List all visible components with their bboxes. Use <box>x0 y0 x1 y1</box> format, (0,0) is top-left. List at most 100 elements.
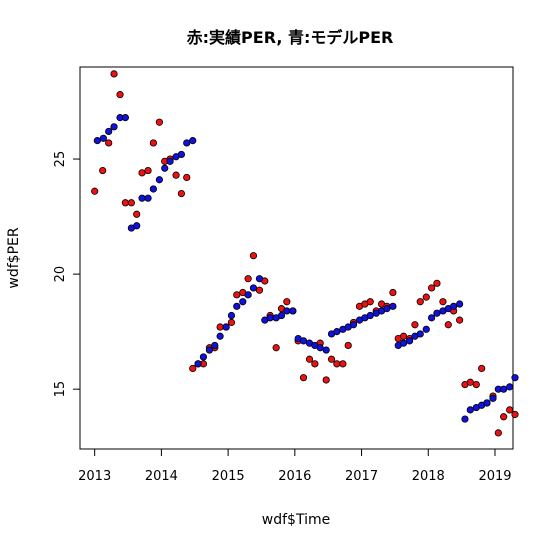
data-point-model <box>155 176 163 184</box>
data-point-model <box>500 385 508 393</box>
data-point-actual <box>389 288 397 297</box>
data-point-model <box>161 164 169 172</box>
x-tick-label: 2013 <box>78 469 111 484</box>
y-tick-label: 25 <box>53 151 68 168</box>
x-tick-label: 2019 <box>478 469 511 484</box>
x-tick-label: 2014 <box>145 469 178 484</box>
y-axis: 15 20 25 <box>53 151 80 398</box>
data-point-model <box>227 311 236 320</box>
data-point-actual <box>511 410 519 419</box>
data-point-actual <box>149 139 157 147</box>
data-point-model <box>166 157 174 165</box>
data-point-actual <box>283 298 291 306</box>
chart-title: 赤:実績PER, 青:モデルPER <box>187 28 394 47</box>
data-point-actual <box>233 291 241 299</box>
data-point-model <box>144 194 152 202</box>
data-point-actual <box>99 166 107 175</box>
data-point-actual <box>216 323 224 331</box>
data-point-model <box>177 150 186 159</box>
data-point-actual <box>272 344 280 352</box>
data-point-actual <box>366 298 374 306</box>
data-point-model <box>138 194 146 202</box>
data-point-model <box>183 139 191 147</box>
data-point-model <box>133 222 141 230</box>
data-point-model <box>105 127 113 136</box>
data-point-actual <box>327 355 336 363</box>
data-point-actual <box>183 173 191 182</box>
data-point-model <box>299 337 308 345</box>
data-point-actual <box>249 252 258 260</box>
data-point-actual <box>416 298 424 306</box>
data-point-model <box>483 399 491 407</box>
data-point-actual <box>422 293 430 301</box>
data-point-model <box>289 307 297 315</box>
y-axis-label: wdf$PER <box>6 227 22 288</box>
data-point-actual <box>433 279 441 287</box>
data-point-actual <box>244 275 252 283</box>
data-point-actual <box>411 321 419 329</box>
data-point-model <box>416 330 424 338</box>
data-point-model <box>222 323 230 331</box>
data-point-actual <box>177 189 186 198</box>
data-point-model <box>93 137 101 145</box>
data-point-actual <box>333 360 341 368</box>
data-point-actual <box>506 406 514 414</box>
data-point-actual <box>444 321 452 329</box>
data-point-model <box>266 314 274 322</box>
data-point-actual <box>472 380 480 389</box>
x-axis-label: wdf$Time <box>262 512 330 528</box>
data-point-model <box>211 341 219 350</box>
data-point-model <box>216 332 224 340</box>
data-point-actual <box>500 413 508 421</box>
data-point-model <box>349 321 358 329</box>
data-point-actual <box>339 360 347 368</box>
data-point-model <box>461 415 469 423</box>
data-point-actual <box>144 166 152 175</box>
data-point-model <box>149 185 157 193</box>
series-model <box>93 114 519 423</box>
data-point-model <box>399 339 408 347</box>
data-point-actual <box>255 286 264 294</box>
data-point-actual <box>322 376 330 384</box>
y-tick-label: 15 <box>53 381 68 398</box>
data-point-model <box>333 328 341 336</box>
data-point-actual <box>478 364 486 373</box>
data-point-actual <box>456 316 464 324</box>
data-point-actual <box>428 284 436 292</box>
data-point-model <box>277 311 286 320</box>
data-point-model <box>189 137 197 145</box>
data-point-model <box>456 300 464 308</box>
x-tick-label: 2015 <box>212 469 245 484</box>
plot-frame <box>79 66 514 450</box>
x-tick-label: 2018 <box>412 469 445 484</box>
data-point-model <box>366 311 374 320</box>
data-point-actual <box>311 360 319 368</box>
data-point-actual <box>399 332 408 340</box>
data-point-actual <box>299 374 308 382</box>
data-point-model <box>322 346 330 354</box>
data-point-model <box>255 275 264 283</box>
data-point-model <box>110 123 118 131</box>
data-point-model <box>316 344 324 352</box>
data-point-model <box>233 302 241 310</box>
series-layer <box>91 70 519 437</box>
data-point-actual <box>344 341 352 350</box>
x-axis: 2013 2014 2015 2016 2017 2018 2019 <box>78 449 512 484</box>
data-point-actual <box>155 118 163 126</box>
data-point-model <box>383 305 391 313</box>
data-point-actual <box>121 199 129 207</box>
data-point-model <box>433 309 441 317</box>
data-point-model <box>283 307 291 315</box>
data-point-model <box>405 337 414 345</box>
data-point-model <box>121 114 129 122</box>
data-point-model <box>239 298 247 306</box>
data-point-actual <box>439 298 447 306</box>
data-point-actual <box>138 169 146 177</box>
data-point-actual <box>227 318 236 327</box>
data-point-actual <box>466 378 474 386</box>
data-point-actual <box>116 91 124 99</box>
data-point-actual <box>189 364 197 373</box>
data-point-model <box>389 302 397 310</box>
y-tick-label: 20 <box>53 266 68 283</box>
